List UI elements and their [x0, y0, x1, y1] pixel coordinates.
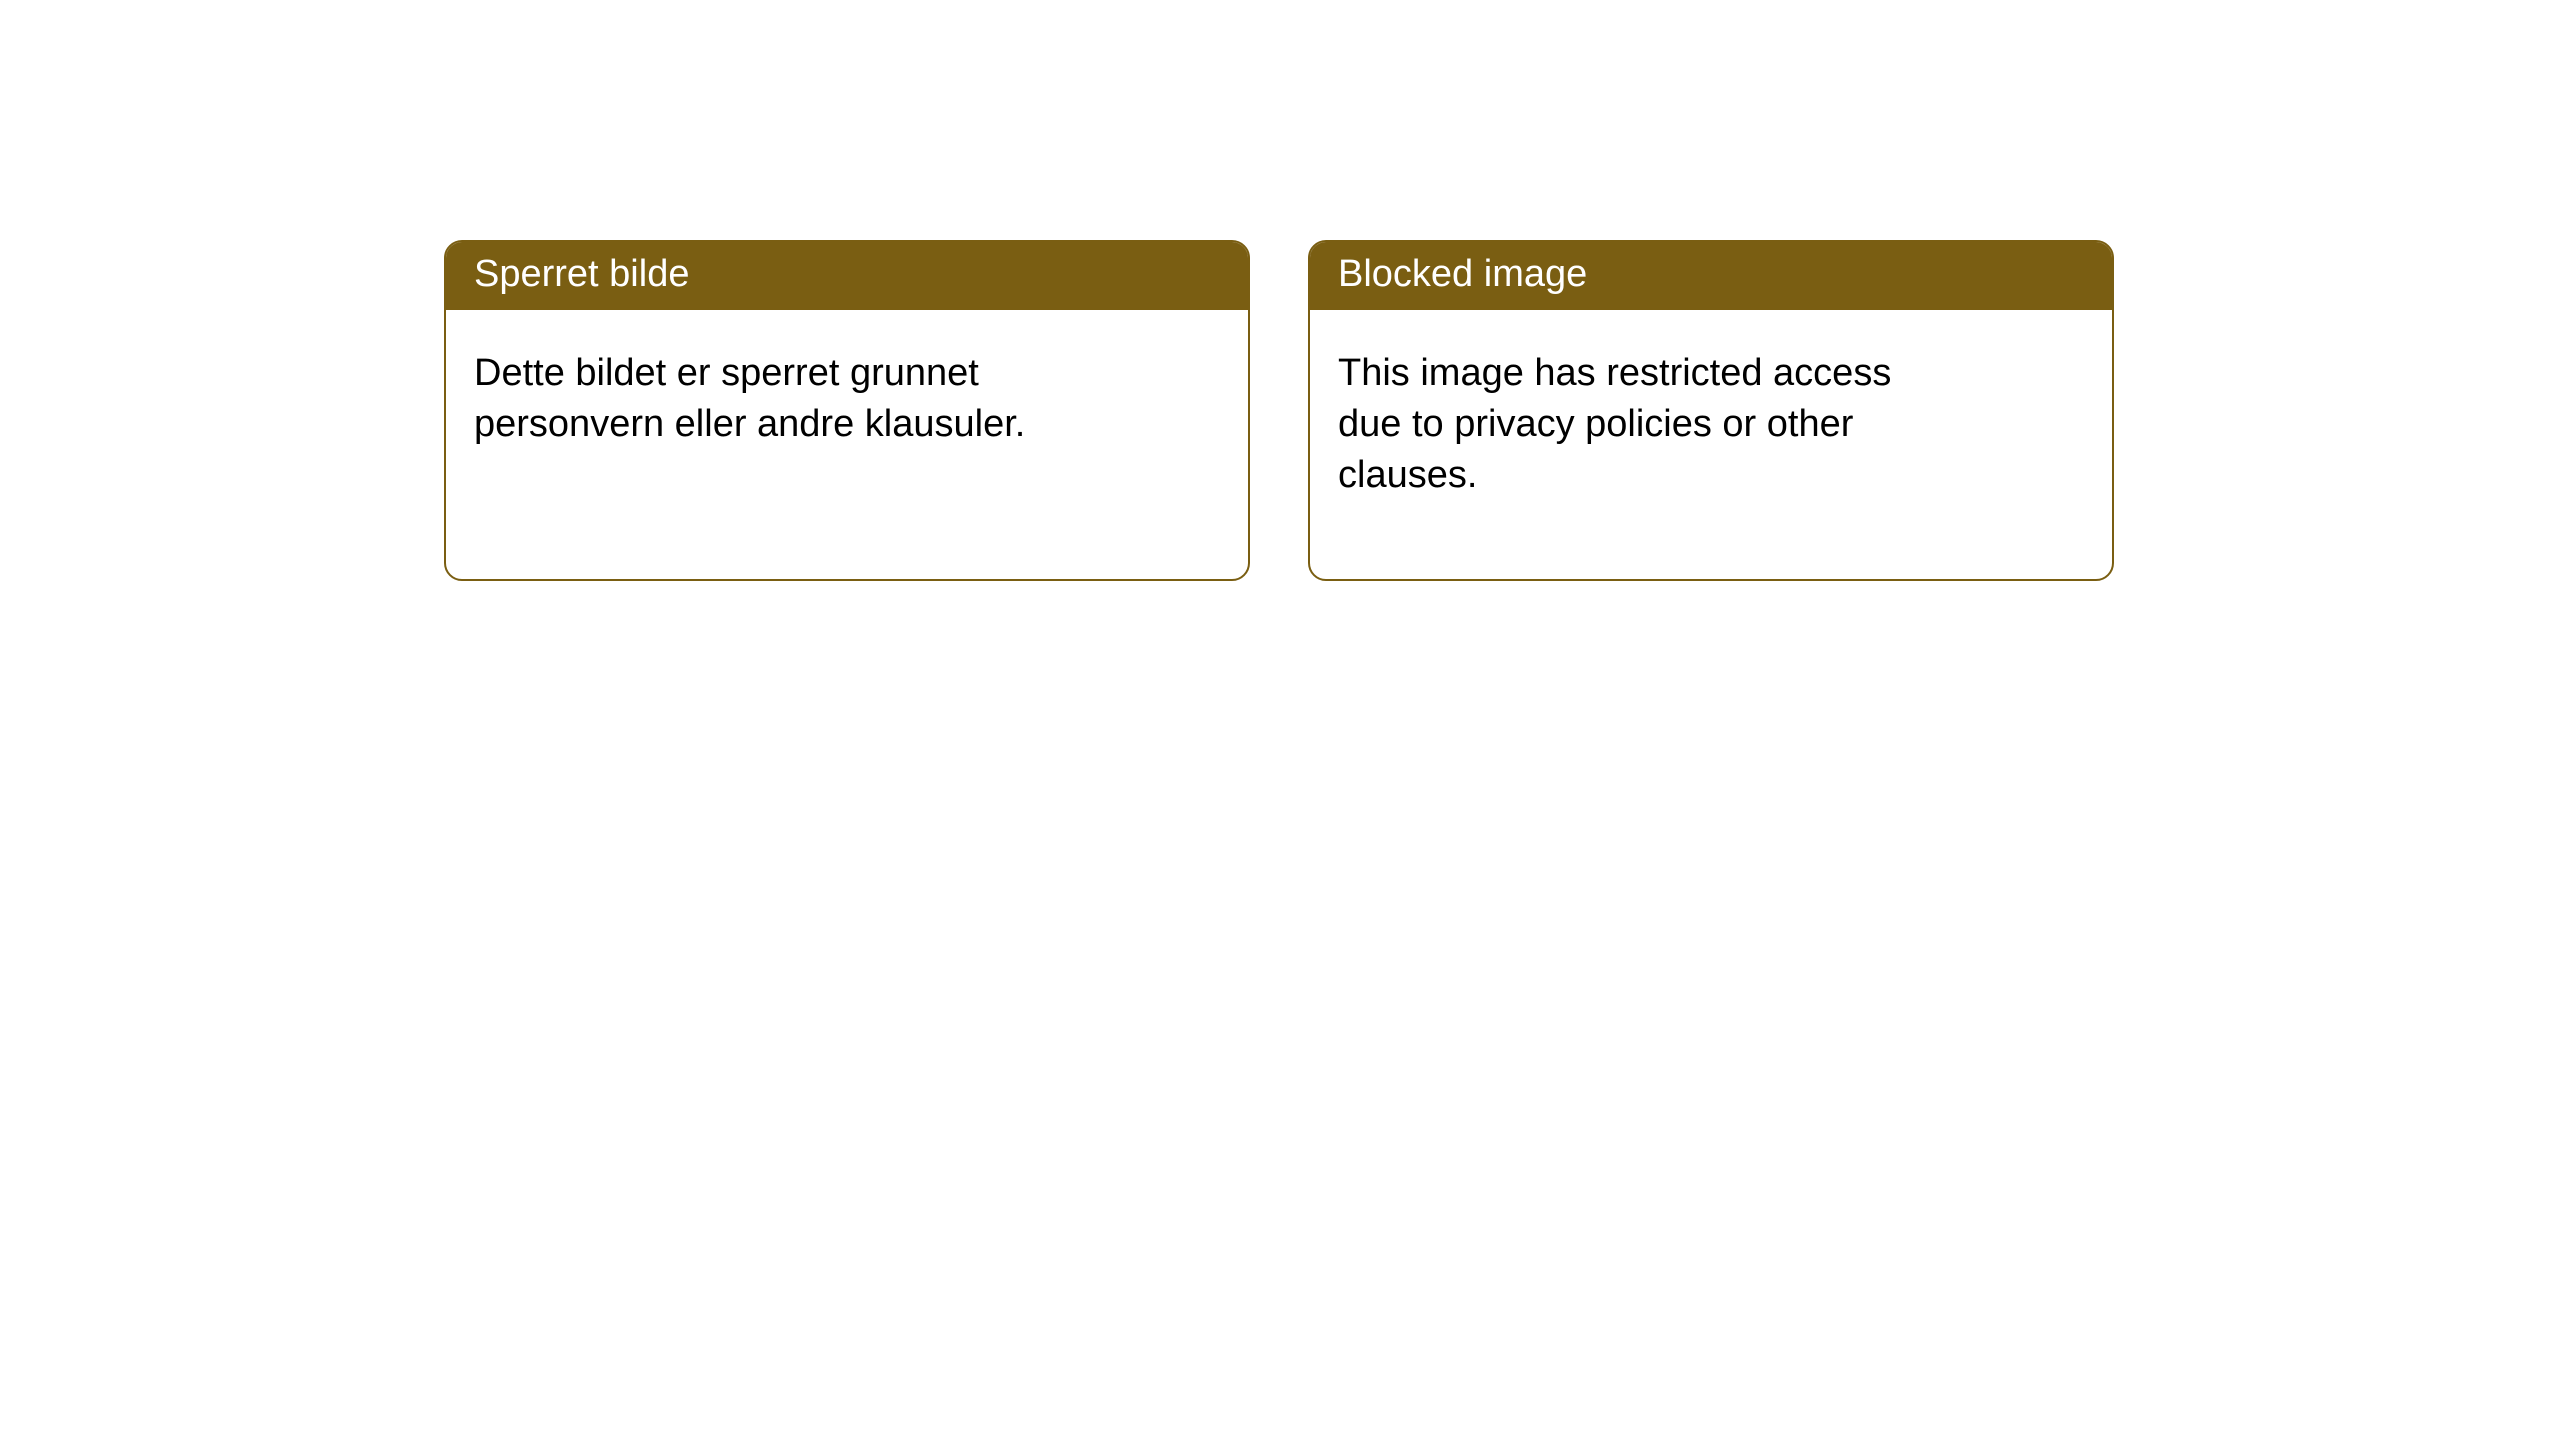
notice-body-norwegian: Dette bildet er sperret grunnet personve… — [446, 310, 1126, 529]
notice-title-norwegian: Sperret bilde — [446, 242, 1248, 310]
notice-container: Sperret bilde Dette bildet er sperret gr… — [0, 0, 2560, 581]
notice-title-english: Blocked image — [1310, 242, 2112, 310]
notice-card-norwegian: Sperret bilde Dette bildet er sperret gr… — [444, 240, 1250, 581]
notice-card-english: Blocked image This image has restricted … — [1308, 240, 2114, 581]
notice-body-english: This image has restricted access due to … — [1310, 310, 1990, 580]
